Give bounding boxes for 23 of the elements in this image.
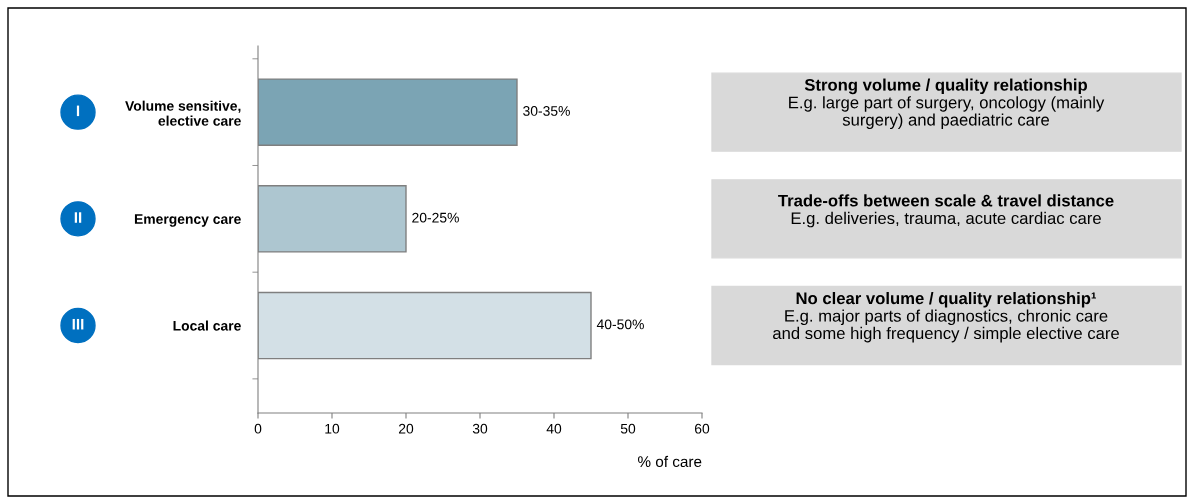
text: E.g. deliveries, trauma, acute cardiac care bbox=[791, 211, 1101, 228]
annotation: 40-50% bbox=[596, 319, 644, 330]
x-tick-label: 10 bbox=[325, 423, 340, 434]
x-tick-label: 20 bbox=[398, 423, 414, 434]
x-tick-label: 40 bbox=[546, 423, 562, 434]
text: E.g. large part of surgery, oncology (mainly surgery) and paediatric care bbox=[789, 96, 1105, 130]
text: No clear volume / quality relationship¹ bbox=[796, 291, 1096, 308]
x-tick-label: 60 bbox=[694, 423, 710, 434]
x-tick-label: 30 bbox=[472, 423, 488, 434]
x-axis-title: % of care bbox=[638, 455, 702, 468]
x-tick-label: 0 bbox=[254, 423, 262, 434]
annotation: 20-25% bbox=[412, 212, 459, 223]
x-tick-label: 50 bbox=[620, 423, 636, 434]
text: I bbox=[76, 105, 80, 117]
text: Trade-offs between scale & travel distance bbox=[778, 194, 1114, 207]
text: III bbox=[72, 318, 84, 330]
text: II bbox=[74, 212, 82, 223]
y-tick-label: Volume sensitive, elective care bbox=[125, 100, 241, 126]
y-tick-label: Local care bbox=[173, 320, 241, 331]
y-tick-label: Emergency care bbox=[134, 214, 241, 227]
text: Strong volume / quality relationship bbox=[804, 78, 1088, 95]
text: E.g. major parts of diagnostics, chronic care and some high frequency / simple elective care bbox=[773, 309, 1119, 343]
annotation: 30-35% bbox=[523, 106, 570, 116]
